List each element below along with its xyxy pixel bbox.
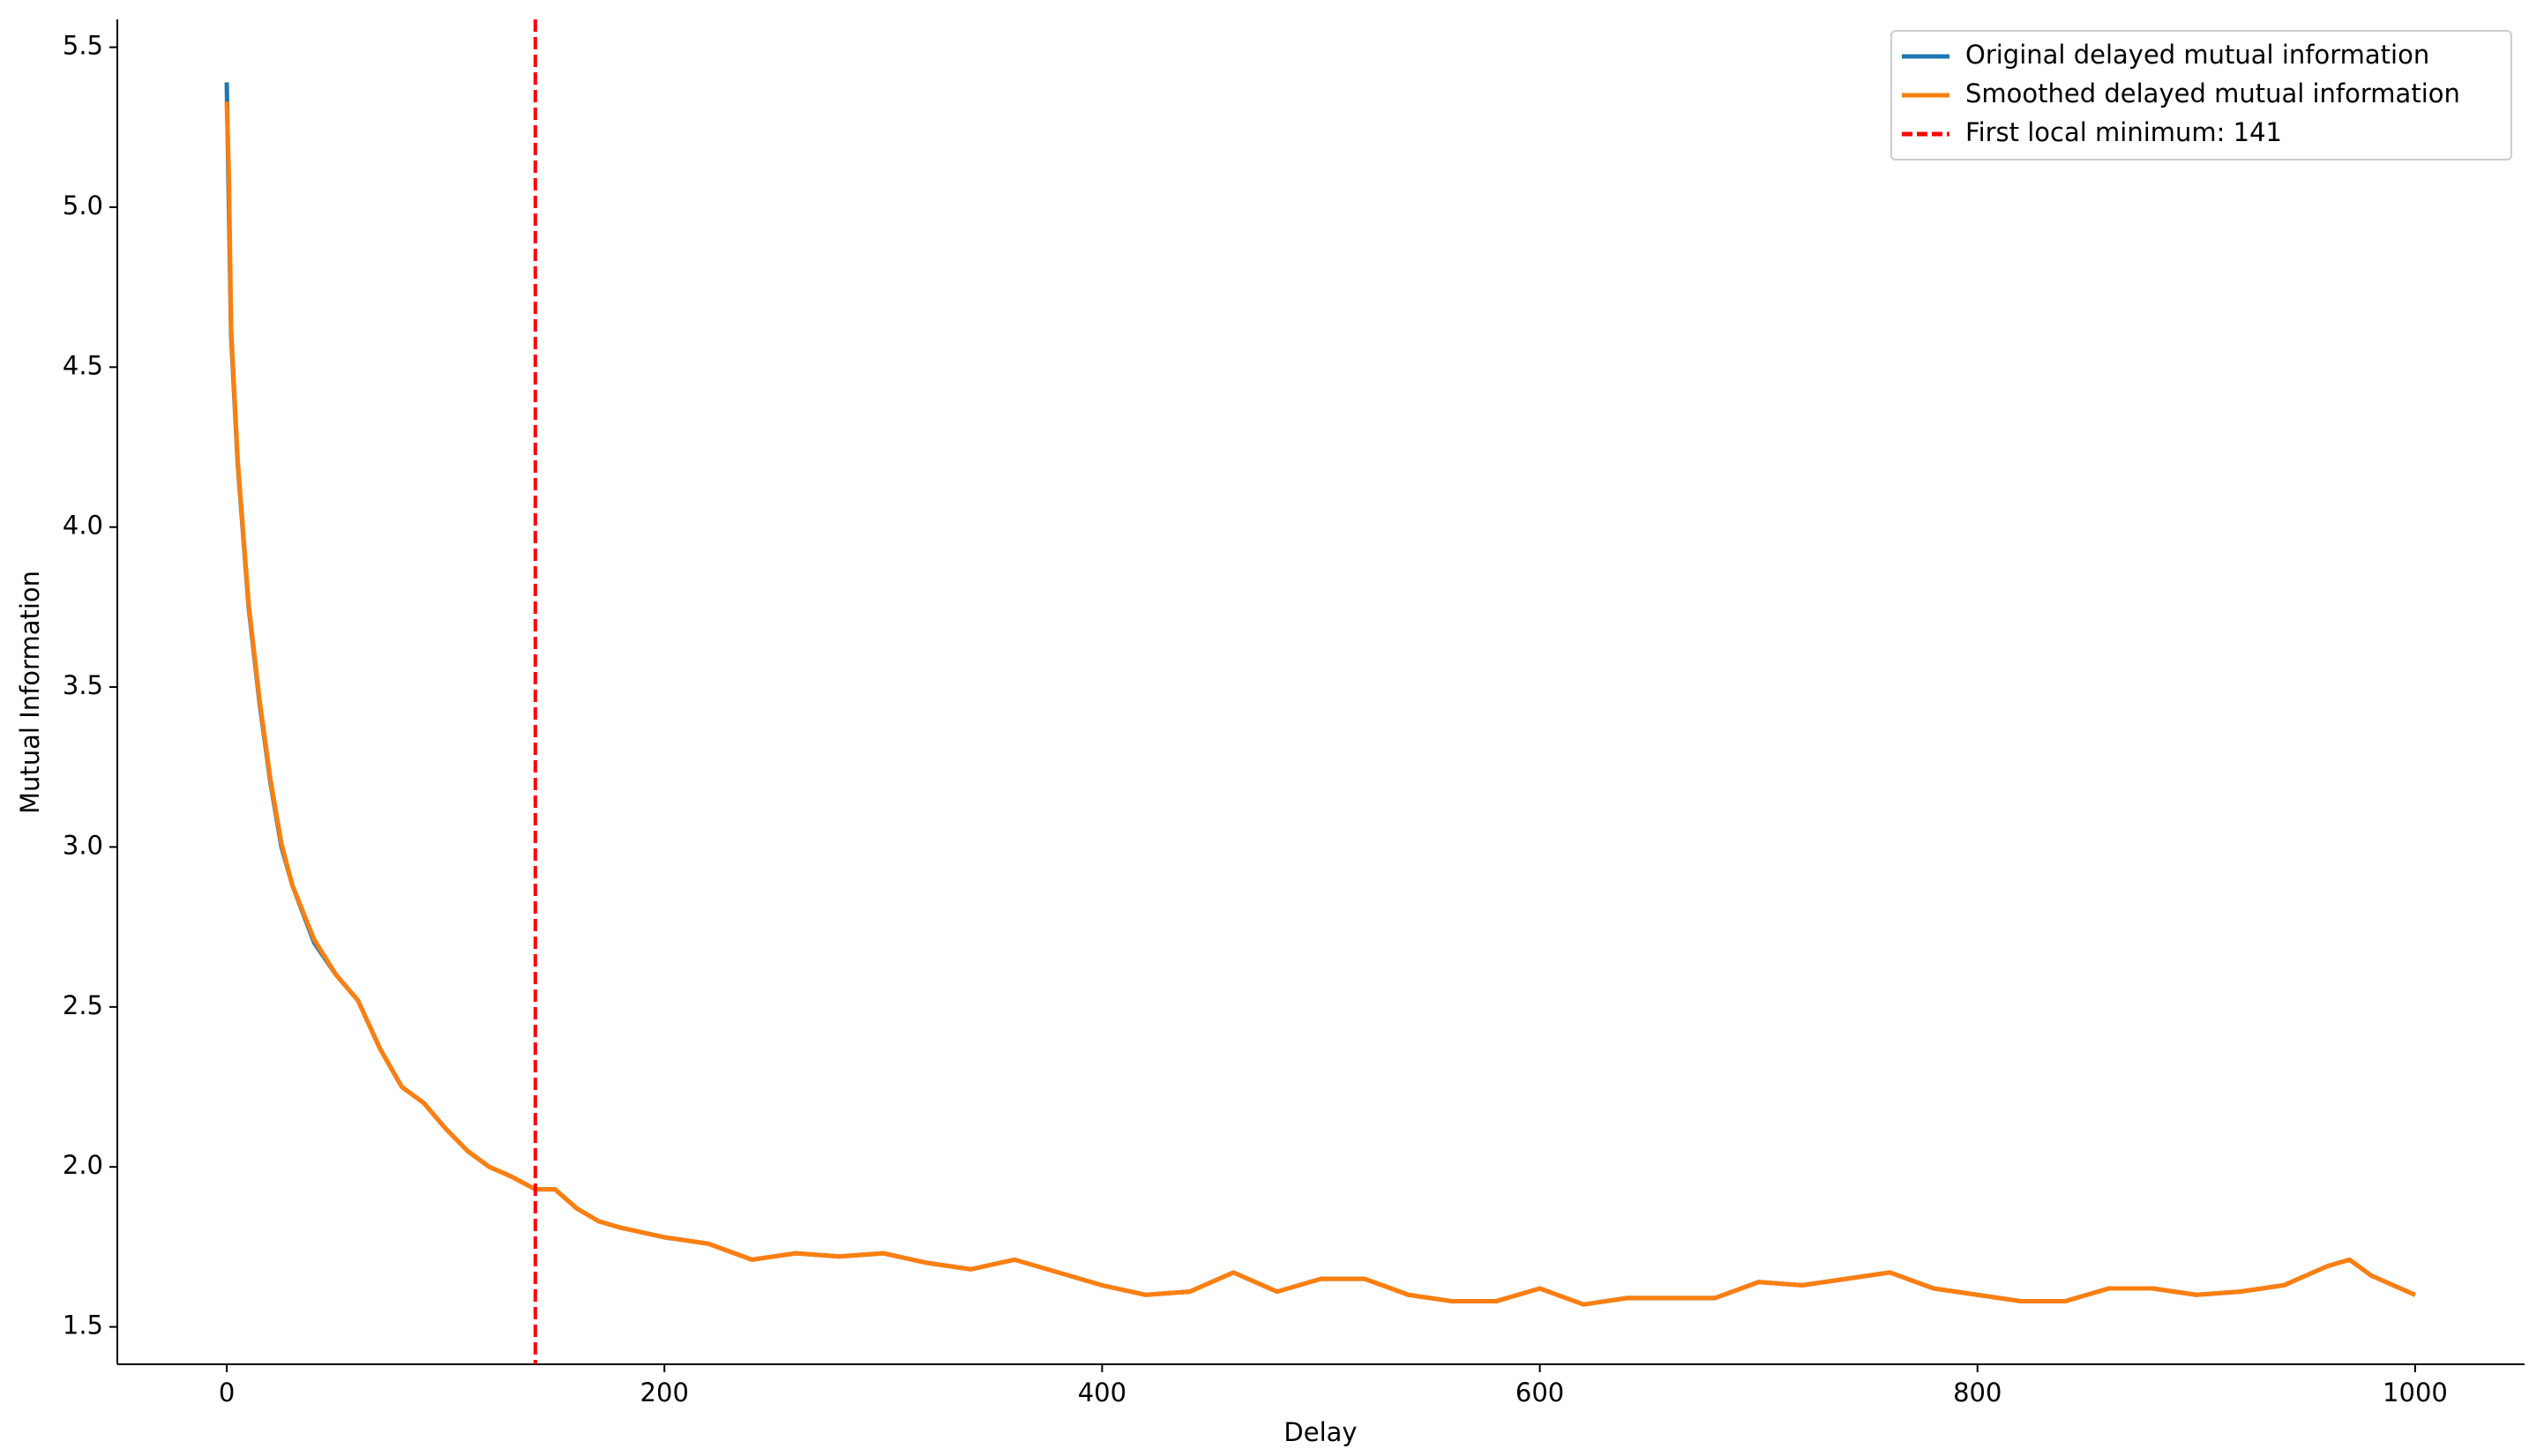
x-tick-label: 0 [219, 1378, 235, 1407]
x-axis-label: Delay [1283, 1417, 1357, 1447]
y-tick-label: 2.0 [63, 1150, 103, 1180]
y-tick-label: 3.5 [63, 670, 103, 700]
y-tick-label: 4.0 [63, 511, 103, 541]
legend-box [1890, 30, 2512, 161]
y-axis-label: Mutual Information [15, 571, 45, 814]
legend-label: Smoothed delayed mutual information [1965, 78, 2460, 108]
y-tick-label: 4.5 [63, 350, 103, 380]
data-line [224, 101, 2416, 1307]
y-tick-label: 5.0 [63, 190, 103, 220]
y-tick-label: 5.5 [63, 31, 103, 61]
y-tick-label: 1.5 [63, 1310, 103, 1340]
x-tick-label: 1000 [2383, 1378, 2448, 1407]
data-line [224, 82, 2416, 1307]
legend-label: Original delayed mutual information [1965, 40, 2429, 70]
x-tick-label: 800 [1953, 1378, 2002, 1407]
y-tick-label: 2.5 [63, 990, 103, 1020]
legend-label: First local minimum: 141 [1965, 117, 2282, 147]
x-tick-label: 600 [1515, 1378, 1564, 1407]
y-tick-label: 3.0 [63, 830, 103, 860]
x-tick-label: 400 [1078, 1378, 1126, 1407]
x-tick-label: 200 [640, 1378, 689, 1407]
